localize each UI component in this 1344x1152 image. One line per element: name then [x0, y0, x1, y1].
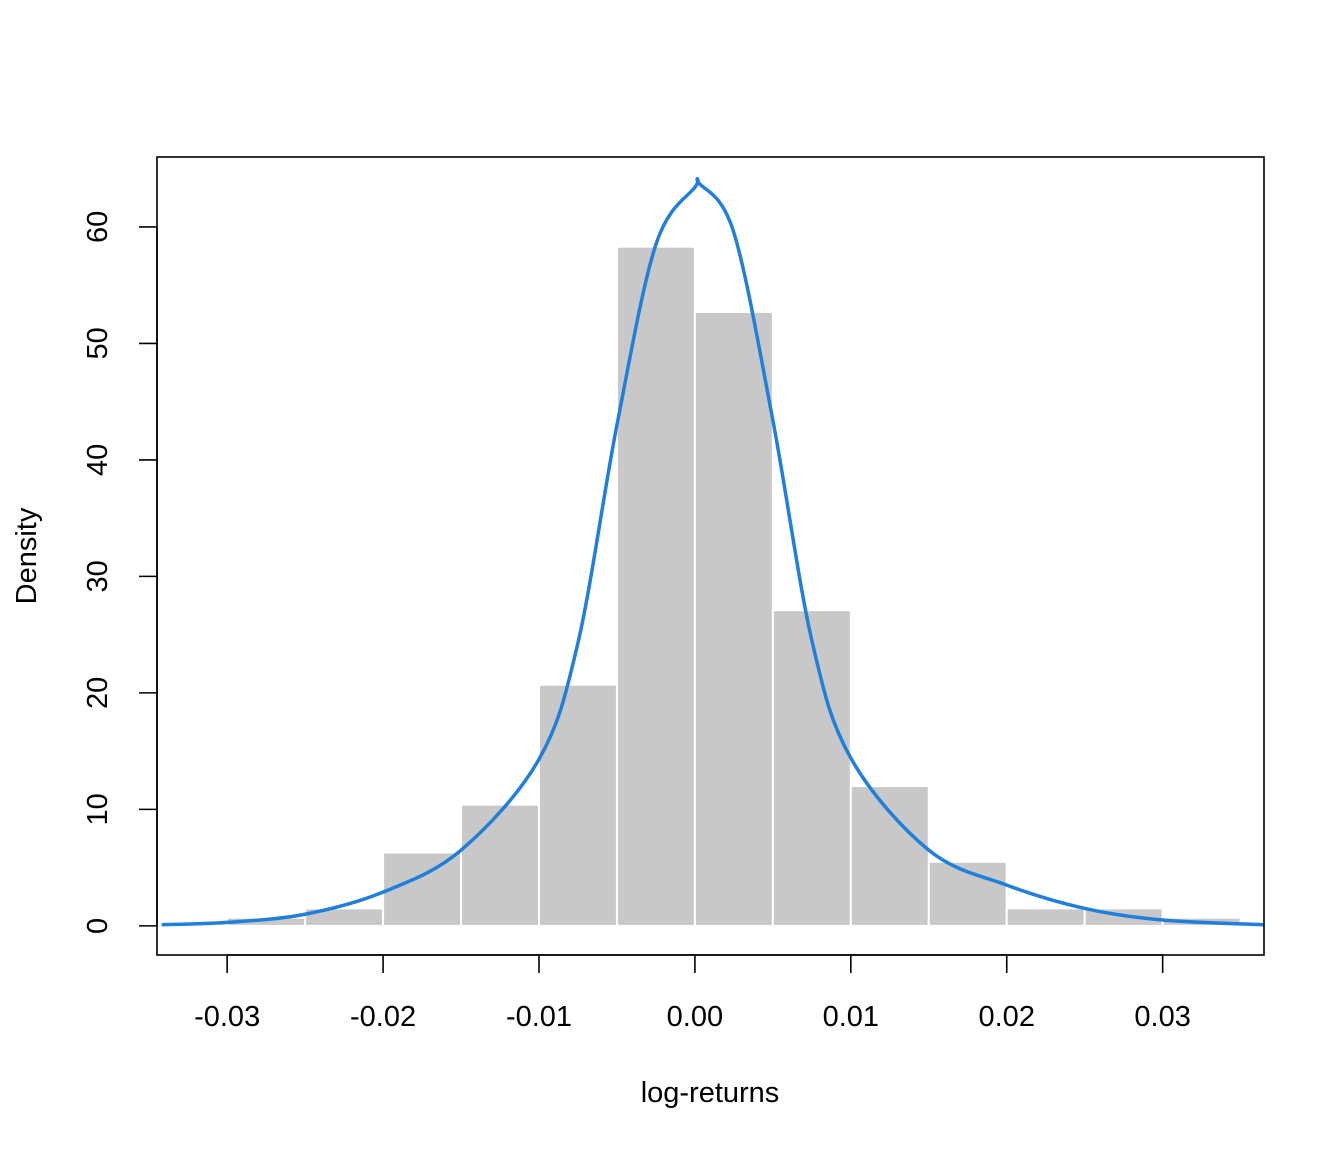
- y-tick-label: 30: [82, 560, 114, 592]
- histogram-bar: [382, 851, 463, 927]
- y-axis: 0 10 20 30 40 50 60: [82, 211, 158, 934]
- histogram-bar: [849, 785, 930, 927]
- histogram-bar: [615, 245, 696, 927]
- histogram-bar: [460, 803, 540, 927]
- histogram-bars: [226, 245, 1242, 927]
- x-tick-label: -0.01: [506, 1001, 572, 1033]
- x-tick-label: 0.02: [979, 1001, 1035, 1033]
- x-tick-label: 0.01: [823, 1001, 879, 1033]
- y-tick-label: 20: [82, 677, 114, 709]
- x-tick-label: -0.02: [350, 1001, 416, 1033]
- histogram-bar: [771, 609, 852, 927]
- x-tick-label: 0.00: [667, 1001, 723, 1033]
- x-tick-label: 0.03: [1134, 1001, 1190, 1033]
- x-axis-title: log-returns: [641, 1077, 780, 1109]
- x-axis: -0.03 -0.02 -0.01 0.00 0.01 0.02 0.03: [194, 954, 1191, 1033]
- x-tick-label: -0.03: [194, 1001, 260, 1033]
- histogram-bar: [537, 683, 618, 927]
- y-tick-label: 60: [82, 211, 114, 243]
- density-curve: [161, 177, 1265, 927]
- histogram-bar: [1005, 907, 1086, 927]
- y-tick-label: 0: [82, 918, 114, 934]
- y-tick-label: 40: [82, 444, 114, 476]
- y-tick-label: 10: [82, 793, 114, 825]
- y-axis-title: Density: [11, 507, 43, 604]
- histogram-bar: [693, 310, 774, 927]
- y-tick-label: 50: [82, 327, 114, 359]
